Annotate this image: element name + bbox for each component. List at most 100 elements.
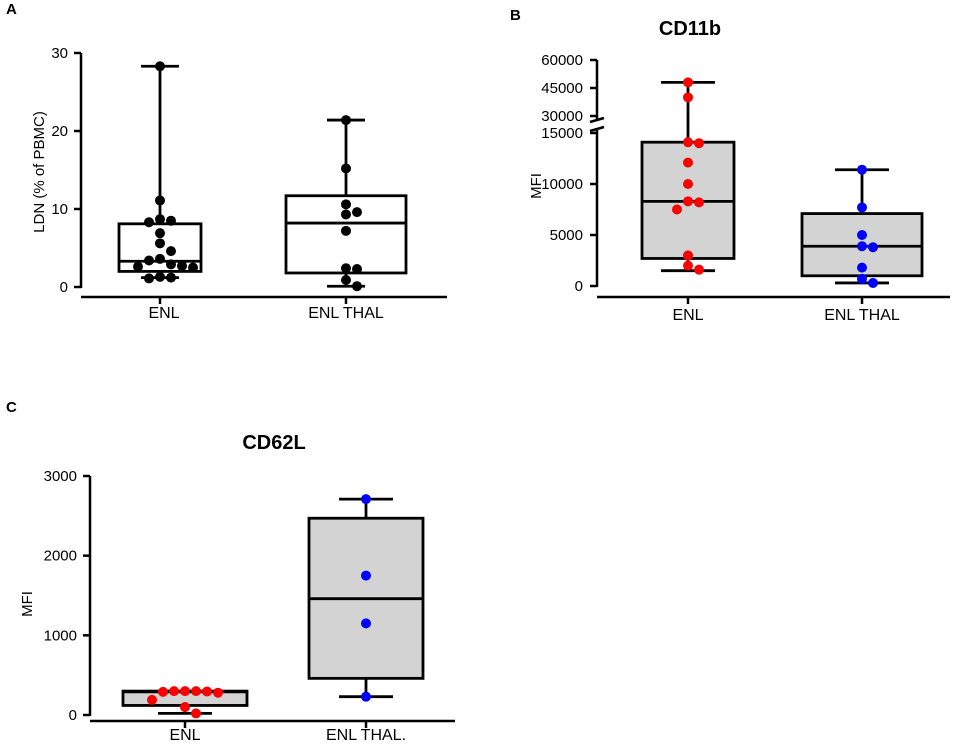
- panel-c-tick-label: 0: [69, 707, 77, 724]
- panel-c-plot: [83, 474, 455, 728]
- data-point: [155, 228, 165, 239]
- data-point: [694, 197, 704, 208]
- panel-a: A LDN (% of PBMC) 0 10 20 30 ENL ENL THA…: [6, 1, 447, 322]
- data-point: [158, 686, 168, 697]
- data-point: [694, 264, 704, 275]
- data-point: [672, 204, 682, 215]
- axis-break-mark: [589, 125, 605, 133]
- data-point: [352, 264, 362, 275]
- data-point: [361, 618, 371, 629]
- data-point: [341, 209, 351, 220]
- data-point: [202, 686, 212, 697]
- data-point: [166, 215, 176, 226]
- panel-b-y-ticks: 0 5000 10000 15000 30000 45000 60000: [541, 52, 583, 295]
- panel-letter-a: A: [6, 1, 17, 18]
- panel-a-plot: [74, 51, 447, 304]
- data-point: [341, 163, 351, 174]
- panel-b-tick-label: 60000: [541, 52, 583, 69]
- data-point: [857, 241, 867, 252]
- data-point: [683, 137, 693, 148]
- panel-c-y-ticks: 0 1000 2000 3000: [44, 468, 77, 724]
- data-point: [352, 281, 362, 292]
- panel-b-tick-label: 5000: [550, 227, 583, 244]
- data-point: [352, 207, 362, 218]
- data-point: [683, 157, 693, 168]
- data-point: [188, 262, 198, 273]
- panel-c-category-label-enl: ENL: [169, 727, 200, 744]
- data-point: [683, 77, 693, 88]
- panel-b-plot: [589, 58, 950, 304]
- data-point: [868, 242, 878, 253]
- data-point: [180, 702, 190, 713]
- panel-b-tick-label: 30000: [541, 108, 583, 125]
- data-point: [213, 687, 223, 698]
- data-point: [683, 92, 693, 103]
- data-point: [857, 230, 867, 240]
- panel-c-y-axis-label: MFI: [19, 591, 36, 617]
- data-point: [361, 691, 371, 702]
- data-point: [683, 260, 693, 271]
- data-point: [144, 255, 154, 266]
- data-point: [180, 686, 190, 697]
- panel-a-tick-label: 20: [51, 123, 68, 140]
- data-point: [683, 179, 693, 189]
- panel-a-tick-label: 0: [60, 279, 68, 296]
- data-point: [341, 263, 351, 274]
- panel-c-category-label-enl-thal: ENL THAL.: [326, 727, 406, 744]
- panel-c-tick-label: 1000: [44, 627, 77, 644]
- panel-a-category-label-enl-thal: ENL THAL: [308, 305, 384, 322]
- data-point: [177, 260, 187, 271]
- data-point: [683, 250, 693, 261]
- panel-a-tick-label: 10: [51, 201, 68, 218]
- data-point: [191, 708, 201, 719]
- data-point: [857, 164, 867, 175]
- data-point: [857, 273, 867, 284]
- panel-letter-b: B: [510, 7, 521, 24]
- panel-b-category-label-enl: ENL: [672, 307, 703, 324]
- data-point: [868, 277, 878, 288]
- panel-letter-c: C: [6, 399, 17, 416]
- panel-b-title: CD11b: [659, 18, 721, 40]
- data-point: [155, 195, 165, 206]
- panel-b-tick-label: 0: [575, 278, 583, 295]
- panel-c-tick-label: 3000: [44, 468, 77, 485]
- panel-a-y-axis-label: LDN (% of PBMC): [31, 111, 48, 233]
- data-point: [341, 274, 351, 285]
- data-point: [155, 214, 165, 225]
- panel-c-title: CD62L: [242, 432, 305, 454]
- data-point: [155, 61, 165, 72]
- panel-b-tick-label: 45000: [541, 80, 583, 97]
- panel-a-y-ticks: 0 10 20 30: [51, 45, 68, 296]
- panel-b-category-label-enl-thal: ENL THAL: [824, 307, 900, 324]
- panel-b-tick-label: 15000: [541, 125, 583, 142]
- data-point: [857, 202, 867, 213]
- data-point: [166, 246, 176, 257]
- data-point: [857, 262, 867, 273]
- panel-b-y-axis-label: MFI: [528, 173, 545, 199]
- data-point: [133, 261, 143, 272]
- data-point: [361, 570, 371, 581]
- data-point: [169, 686, 179, 697]
- data-point: [155, 271, 165, 282]
- data-point: [341, 115, 351, 126]
- data-point: [147, 694, 157, 705]
- data-point: [694, 138, 704, 149]
- data-point: [155, 253, 165, 264]
- data-point: [341, 225, 351, 236]
- data-point: [191, 686, 201, 697]
- data-point: [166, 259, 176, 270]
- panel-b: B CD11b MFI 0 5000 10000 15000 30000 450…: [510, 7, 950, 324]
- data-point: [683, 196, 693, 207]
- panel-c-tick-label: 2000: [44, 548, 77, 565]
- data-point: [144, 217, 154, 228]
- panel-a-category-label-enl: ENL: [148, 305, 179, 322]
- data-point: [155, 238, 165, 249]
- panel-c: C CD62L MFI 0 1000 2000 3000 ENL ENL THA…: [6, 399, 455, 744]
- panel-a-tick-label: 30: [51, 45, 68, 62]
- data-point: [361, 494, 371, 505]
- data-point: [144, 273, 154, 284]
- axis-break-mark: [589, 116, 605, 124]
- data-point: [166, 272, 176, 283]
- panel-b-tick-label: 10000: [541, 176, 583, 193]
